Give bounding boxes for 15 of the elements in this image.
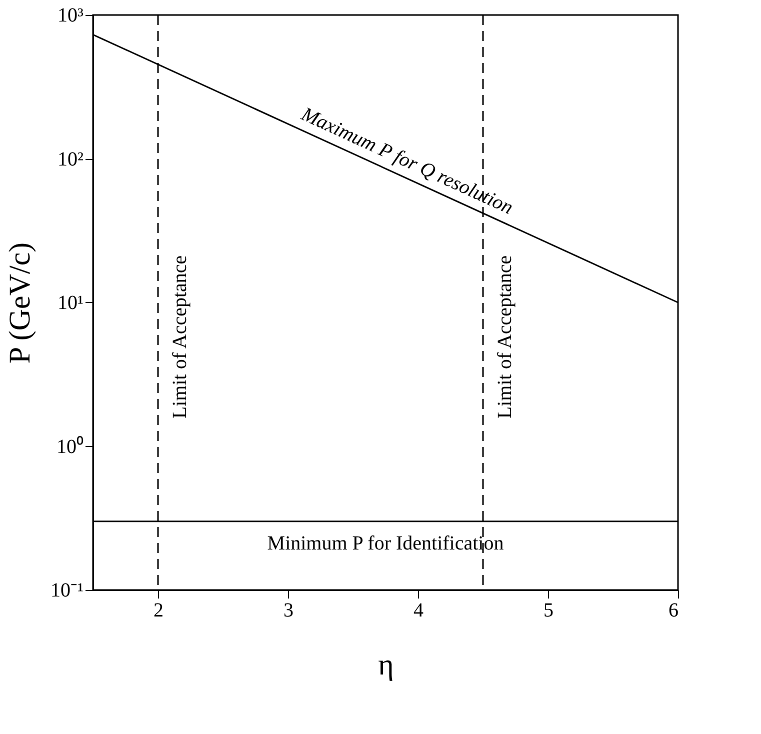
y-tick-label: 10¹ [58, 292, 84, 314]
ref-line-label: Limit of Acceptance [494, 255, 516, 419]
y-tick-label: 10³ [58, 4, 84, 26]
ref-line-label: Limit of Acceptance [169, 255, 191, 419]
ref-line-label: Minimum P for Identification [267, 532, 504, 554]
x-tick-label: 3 [284, 600, 294, 622]
x-tick-label: 2 [154, 600, 164, 622]
y-tick-label: 10⁻¹ [50, 580, 84, 602]
x-tick-label: 5 [544, 600, 554, 622]
y-axis-title: P (GeV/c) [4, 242, 37, 364]
y-tick-label: 10² [58, 148, 84, 170]
x-tick-label: 4 [414, 600, 424, 622]
x-axis-title: η [378, 648, 394, 682]
x-tick-label: 6 [668, 600, 678, 622]
y-tick-label: 10⁰ [56, 434, 84, 458]
